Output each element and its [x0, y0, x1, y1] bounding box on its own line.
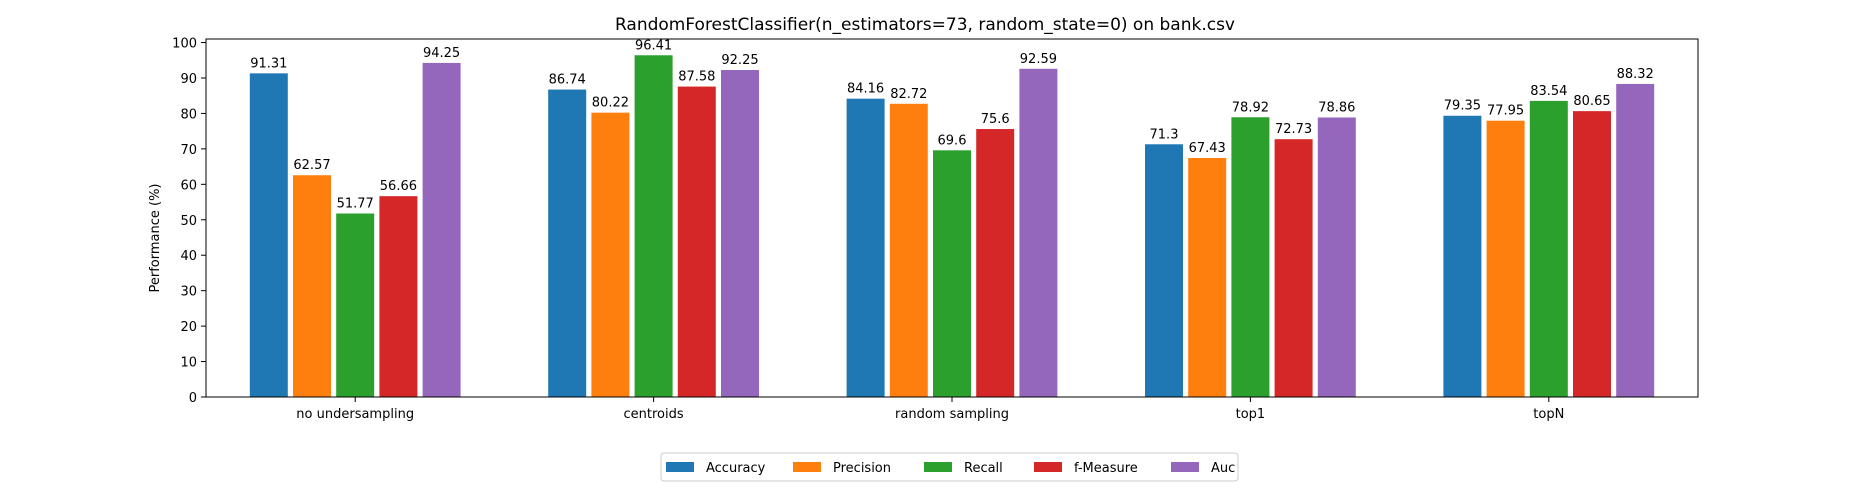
bar-recall-3 — [1231, 117, 1270, 397]
bar-value-label: 51.77 — [337, 197, 374, 212]
legend-label: f-Measure — [1074, 461, 1138, 476]
bar-value-label: 56.66 — [380, 179, 417, 194]
y-tick-label: 20 — [180, 320, 197, 335]
bar-value-label: 79.35 — [1444, 99, 1481, 114]
bar-value-label: 83.54 — [1530, 84, 1567, 99]
bar-precision-4 — [1486, 120, 1525, 397]
bar-accuracy-0 — [249, 73, 288, 397]
bar-value-label: 88.32 — [1617, 67, 1654, 82]
bar-precision-3 — [1188, 157, 1227, 397]
bar-recall-0 — [336, 213, 375, 397]
bar-value-label: 77.95 — [1487, 104, 1524, 119]
bar-precision-2 — [889, 103, 928, 397]
legend-label: Accuracy — [706, 461, 766, 476]
bar-precision-1 — [591, 112, 630, 397]
bar-f-measure-4 — [1573, 111, 1611, 397]
bar-f-measure-1 — [677, 86, 716, 397]
bar-recall-2 — [933, 150, 971, 397]
bar-value-label: 69.6 — [938, 133, 967, 148]
bar-value-label: 75.6 — [981, 112, 1010, 127]
y-tick-label: 0 — [189, 391, 197, 406]
bar-value-label: 78.86 — [1318, 100, 1355, 115]
y-tick-label: 60 — [180, 178, 197, 193]
bar-recall-1 — [634, 55, 673, 398]
y-tick-label: 70 — [180, 143, 197, 158]
bar-accuracy-4 — [1443, 115, 1482, 398]
bar-value-label: 62.57 — [293, 158, 330, 173]
bar-precision-0 — [293, 175, 331, 397]
bar-value-label: 82.72 — [890, 87, 927, 102]
bar-value-label: 67.43 — [1189, 141, 1226, 156]
bar-value-label: 87.58 — [678, 70, 715, 85]
legend-swatch-auc — [1171, 462, 1199, 472]
y-tick-label: 30 — [180, 285, 197, 300]
y-tick-label: 100 — [172, 37, 197, 52]
bar-value-label: 80.22 — [592, 96, 629, 111]
bar-accuracy-2 — [846, 98, 885, 397]
y-tick-label: 80 — [180, 107, 197, 122]
bar-value-label: 80.65 — [1573, 94, 1610, 109]
bar-value-label: 78.92 — [1232, 100, 1269, 115]
bar-value-label: 92.25 — [721, 53, 758, 68]
bar-value-label: 94.25 — [423, 46, 460, 61]
y-tick-label: 90 — [180, 72, 197, 87]
legend-swatch-precision — [793, 462, 821, 472]
x-tick-label: topN — [1533, 407, 1564, 422]
y-tick-label: 50 — [180, 214, 197, 229]
x-tick-label: no undersampling — [296, 407, 414, 422]
bar-f-measure-0 — [379, 196, 418, 397]
bar-auc-4 — [1616, 83, 1655, 397]
bar-recall-4 — [1529, 100, 1568, 397]
y-tick-label: 40 — [180, 249, 197, 264]
bar-auc-2 — [1019, 68, 1058, 397]
bar-value-label: 96.41 — [635, 38, 672, 53]
bar-auc-0 — [422, 62, 461, 398]
chart-title: RandomForestClassifier(n_estimators=73, … — [615, 15, 1235, 35]
plot-area: 91.31 86.74 84.16 71.3 79.35 62.57 80.22 82.72 6… — [172, 37, 1699, 422]
bar-value-label: 92.59 — [1020, 52, 1057, 67]
x-tick-label: top1 — [1236, 407, 1266, 422]
legend-swatch-f-measure — [1034, 462, 1062, 472]
y-tick-label: 10 — [180, 356, 197, 371]
bar-value-label: 84.16 — [847, 82, 884, 97]
legend-swatch-accuracy — [666, 462, 694, 472]
bar-f-measure-3 — [1274, 139, 1313, 397]
bar-value-label: 86.74 — [549, 73, 586, 88]
legend-label: Recall — [964, 461, 1003, 476]
bar-value-label: 91.31 — [250, 56, 287, 71]
legend: Accuracy Precision Recall f-Measure Auc — [660, 452, 1239, 482]
legend-label: Precision — [833, 461, 891, 476]
bar-value-label: 72.73 — [1275, 122, 1312, 137]
y-axis-label: Performance (%) — [148, 183, 163, 292]
bar-accuracy-1 — [548, 89, 587, 398]
x-tick-label: random sampling — [895, 407, 1009, 422]
legend-swatch-recall — [924, 462, 952, 472]
bar-value-label: 71.3 — [1150, 127, 1179, 142]
x-tick-label: centroids — [624, 407, 684, 422]
bar-accuracy-3 — [1145, 144, 1183, 397]
legend-label: Auc — [1211, 461, 1235, 476]
bar-auc-3 — [1317, 117, 1356, 397]
bar-f-measure-2 — [976, 129, 1015, 397]
bar-auc-1 — [721, 70, 759, 397]
